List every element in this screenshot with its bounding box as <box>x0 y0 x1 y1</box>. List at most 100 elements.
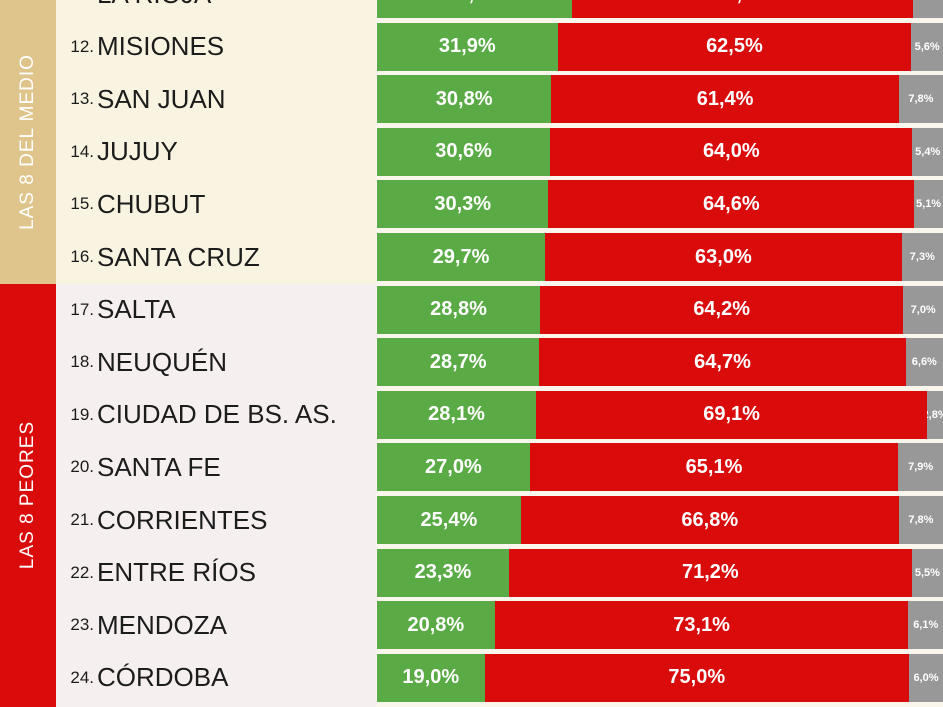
positive-bar: 31,9% <box>377 22 558 71</box>
other-bar-label: 7,0% <box>910 303 936 316</box>
category-number: 18. <box>70 352 94 372</box>
other-bar-label: 7,8% <box>908 93 934 106</box>
other-bar-label: 6,1% <box>913 619 939 632</box>
negative-bar-label: 61,4% <box>696 87 754 110</box>
negative-bar: 64,2% <box>540 285 904 334</box>
negative-bar: 73,1% <box>494 601 909 650</box>
category-name: MISIONES <box>97 31 225 62</box>
negative-bar-label: 63,0% <box>695 245 752 268</box>
other-bar: 5,1% <box>914 180 943 229</box>
negative-bar-label: 69,1% <box>703 403 760 426</box>
positive-bar: 25,4% <box>377 496 521 544</box>
positive-bar: 28,7% <box>377 338 540 387</box>
positive-bar: 28,8% <box>377 285 540 334</box>
category-label: 22. ENTRE RÍOS <box>56 549 256 597</box>
other-bar: 6,6% <box>905 338 943 387</box>
category-name: CÓRDOBA <box>97 662 229 693</box>
category-name: SALTA <box>97 294 176 325</box>
positive-bar-label: 20,8% <box>407 613 465 636</box>
positive-bar-label: 34,5% <box>446 0 503 6</box>
positive-bar: 19,0% <box>377 653 485 702</box>
positive-bar-label: 23,3% <box>414 561 472 584</box>
positive-bar: 30,6% <box>377 127 551 176</box>
other-bar-label: 7,3% <box>909 251 935 263</box>
category-name: MENDOZA <box>97 609 227 640</box>
other-bar-label: 2,8% <box>927 408 943 421</box>
category-number: 17. <box>70 299 94 319</box>
positive-bar-label: 28,1% <box>428 403 485 426</box>
other-bar-label: 5,6% <box>914 40 940 53</box>
negative-bar: 71,2% <box>508 548 912 597</box>
category-name: CHUBUT <box>97 188 206 219</box>
negative-bar-label: 65,1% <box>685 455 743 478</box>
category-label: 15. CHUBUT <box>56 180 205 228</box>
negative-bar-label: 60,2% <box>714 0 771 6</box>
negative-bar-label: 64,0% <box>702 140 760 163</box>
section-band: LAS 8 PEORES <box>0 283 56 707</box>
category-number: 16. <box>70 247 94 266</box>
positive-bar-label: 19,0% <box>402 666 460 689</box>
negative-bar-label: 64,2% <box>693 298 751 321</box>
category-label: 19. CIUDAD DE BS. AS. <box>56 391 337 439</box>
category-number: 15. <box>70 194 94 214</box>
category-label: 21. CORRIENTES <box>56 496 267 544</box>
other-bar-label: 7,8% <box>908 514 934 526</box>
negative-bar-label: 71,2% <box>682 561 739 584</box>
category-name: ENTRE RÍOS <box>97 557 256 588</box>
category-number: 11. <box>56 0 94 4</box>
category-number: 19. <box>70 404 94 424</box>
category-name: SANTA CRUZ <box>97 241 260 272</box>
positive-bar: 30,8% <box>377 75 552 124</box>
other-bar: 5,6% <box>911 22 943 71</box>
positive-bar: 28,1% <box>377 390 537 439</box>
category-label: 14. JUJUY <box>56 128 178 176</box>
negative-bar: 60,2% <box>572 0 913 18</box>
category-label: 24. CÓRDOBA <box>56 654 228 702</box>
category-name: SAN JUAN <box>97 83 226 114</box>
other-bar: 5,5% <box>911 548 943 597</box>
category-name: CIUDAD DE BS. AS. <box>97 399 337 430</box>
negative-bar: 64,0% <box>550 127 913 176</box>
section-row-background <box>56 0 376 284</box>
positive-bar-label: 30,8% <box>435 87 493 110</box>
negative-bar-label: 64,7% <box>694 350 751 373</box>
category-name: CORRIENTES <box>97 504 268 535</box>
other-bar-label: 5,4% <box>915 145 941 158</box>
negative-bar: 63,0% <box>545 233 902 281</box>
category-number: 21. <box>70 510 94 529</box>
category-number: 14. <box>70 141 94 161</box>
negative-bar-label: 75,0% <box>668 666 726 689</box>
other-bar-label: 6,6% <box>911 356 937 369</box>
other-bar-label: 5,5% <box>914 566 940 579</box>
other-bar: 6,0% <box>909 653 943 702</box>
negative-bar: 64,7% <box>539 338 906 387</box>
negative-bar: 61,4% <box>551 75 899 124</box>
positive-bar-label: 25,4% <box>420 508 478 531</box>
negative-bar-label: 64,6% <box>702 192 760 215</box>
other-bar-label: 6,0% <box>913 671 939 684</box>
negative-bar: 65,1% <box>529 443 899 492</box>
other-bar: 5,4% <box>912 127 943 176</box>
other-bar: 5,3% <box>913 0 943 18</box>
category-label: 16. SANTA CRUZ <box>56 233 260 281</box>
positive-bar: 29,7% <box>377 233 546 281</box>
other-bar-label: 7,9% <box>908 461 934 474</box>
category-label: 20. SANTA FE <box>56 443 221 491</box>
positive-bar-label: 27,0% <box>425 455 482 478</box>
negative-bar: 64,6% <box>548 180 915 229</box>
category-label: 13. SAN JUAN <box>56 75 226 123</box>
positive-bar: 23,3% <box>377 548 509 597</box>
category-label: 18. NEUQUÉN <box>56 338 227 386</box>
positive-bar: 20,8% <box>377 601 495 650</box>
section-label: LAS 8 PEORES <box>17 421 38 570</box>
section-band: LAS 8 DEL MEDIO <box>0 0 56 284</box>
positive-bar: 34,5% <box>377 0 573 18</box>
category-name: NEUQUÉN <box>97 346 228 377</box>
category-name: SANTA FE <box>97 451 221 482</box>
positive-bar: 30,3% <box>377 180 549 229</box>
positive-bar-label: 30,6% <box>435 140 492 163</box>
category-number: 20. <box>70 457 94 477</box>
category-number: 12. <box>70 36 94 56</box>
positive-bar-label: 28,7% <box>429 350 487 373</box>
